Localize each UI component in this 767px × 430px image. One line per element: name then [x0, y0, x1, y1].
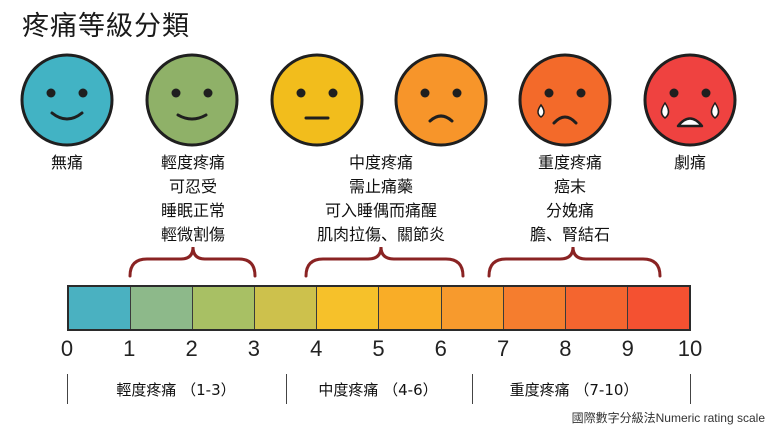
tick-label: 1 [123, 336, 136, 361]
desc-line: 分娩痛 [545, 201, 595, 220]
face-severe-pain [518, 53, 612, 147]
tick-label: 9 [621, 336, 634, 361]
range-label-mild: 輕度疼痛 （1-3） [116, 381, 236, 399]
desc-moderate: 中度疼痛 需止痛藥 可入睡偶而痛醒 肌肉拉傷、關節炎 [317, 151, 445, 247]
desc-line: 無痛 [50, 153, 84, 172]
crying-face-icon [643, 53, 737, 147]
desc-line: 輕微割傷 [160, 225, 226, 244]
page-title: 疼痛等級分類 [22, 11, 190, 42]
tick-label: 6 [434, 336, 447, 361]
brace-mild [128, 246, 257, 278]
neutral-face-icon [270, 53, 364, 147]
pain-scale-bar [67, 285, 691, 331]
face-mild-pain [145, 53, 239, 147]
tick-label: 8 [559, 336, 572, 361]
desc-line: 中度疼痛 [348, 153, 414, 172]
tick-label: 3 [247, 336, 261, 361]
scale-segment-3 [255, 287, 318, 329]
desc-line: 睡眠正常 [160, 201, 226, 220]
desc-mild: 輕度疼痛 可忍受 睡眠正常 輕微割傷 [161, 151, 225, 247]
desc-line: 肌肉拉傷、關節炎 [316, 225, 446, 244]
scale-segment-2 [193, 287, 256, 329]
scale-segment-8 [565, 287, 628, 329]
desc-line: 可忍受 [168, 177, 218, 196]
desc-line: 重度疼痛 [537, 153, 603, 172]
brace-severe [487, 246, 662, 278]
desc-line: 輕度疼痛 [160, 153, 226, 172]
scale-segment-4 [317, 287, 380, 329]
range-divider [286, 374, 287, 404]
face-moderate-pain [394, 53, 488, 147]
face-worst-pain [643, 53, 737, 147]
desc-line: 癌末 [553, 177, 587, 196]
desc-line: 可入睡偶而痛醒 [324, 201, 438, 220]
footer-caption: 國際數字分級法Numeric rating scale [571, 411, 765, 425]
tick-label: 7 [496, 336, 510, 361]
tick-label: 0 [60, 336, 74, 361]
desc-none: 無痛 [51, 151, 83, 175]
scale-segment-1 [131, 287, 194, 329]
range-divider [472, 374, 473, 404]
range-divider [67, 374, 68, 404]
smile-face-icon [20, 53, 114, 147]
tick-label: 2 [185, 336, 198, 361]
brace-moderate [304, 246, 465, 278]
desc-line: 需止痛藥 [348, 177, 414, 196]
desc-severe: 重度疼痛 癌末 分娩痛 膽、腎結石 [530, 151, 610, 247]
smile-face-icon [145, 53, 239, 147]
range-label-moderate: 中度疼痛 （4-6） [318, 381, 438, 399]
face-no-pain [20, 53, 114, 147]
scale-segment-9 [627, 287, 689, 329]
tear-face-icon [518, 53, 612, 147]
scale-segment-7 [503, 287, 566, 329]
desc-line: 膽、腎結石 [529, 225, 611, 244]
tick-label: 4 [310, 336, 323, 361]
range-label-severe: 重度疼痛 （7-10） [509, 381, 639, 399]
range-divider [690, 374, 691, 404]
scale-segment-0 [69, 287, 132, 329]
frown-face-icon [394, 53, 488, 147]
tick-label: 10 [677, 336, 703, 361]
scale-segment-6 [441, 287, 504, 329]
tick-label: 5 [372, 336, 385, 361]
desc-worst: 劇痛 [674, 151, 706, 175]
face-discomfort [270, 53, 364, 147]
group-braces [128, 246, 662, 278]
scale-segment-5 [379, 287, 442, 329]
desc-line: 劇痛 [673, 153, 707, 172]
